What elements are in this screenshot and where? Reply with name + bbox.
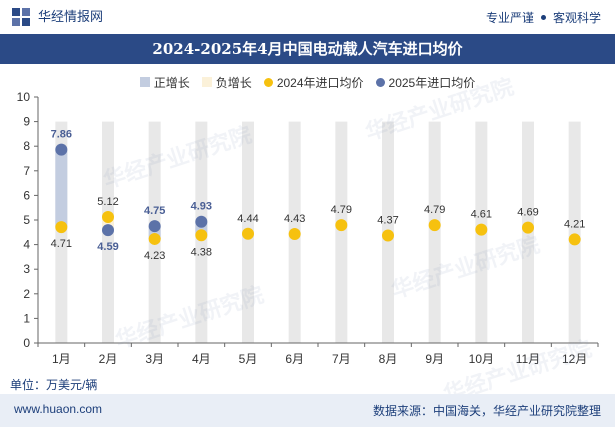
point-2025 — [102, 224, 114, 237]
x-tick-label: 11月 — [516, 352, 540, 366]
dot-icon — [540, 15, 546, 20]
y-tick-label: 5 — [23, 213, 30, 227]
data-label-2024: 4.69 — [517, 207, 538, 219]
footer: www.huaon.com 数据来源：中国海关，华经产业研究院整理 — [0, 394, 615, 427]
legend-negative-label: 负增长 — [215, 75, 252, 90]
point-2024 — [335, 219, 348, 232]
unit-label: 单位：万美元/辆 — [10, 378, 98, 392]
brand-name: 华经情报网 — [38, 9, 104, 24]
data-label-2025: 4.75 — [144, 205, 165, 217]
data-label-2024: 4.44 — [237, 213, 258, 225]
legend-2024-swatch — [263, 77, 273, 87]
point-2024 — [195, 229, 208, 242]
data-label-2024: 4.71 — [51, 238, 72, 250]
y-tick-label: 6 — [23, 188, 30, 202]
point-2024 — [382, 229, 394, 242]
growth-bar-positive — [55, 149, 68, 228]
legend-positive: 正增长 — [139, 74, 190, 91]
month-band — [335, 121, 348, 343]
data-label-2024: 4.79 — [331, 204, 352, 216]
y-tick-label: 4 — [23, 238, 30, 252]
legend-negative-swatch — [201, 77, 212, 87]
y-tick-label: 1 — [23, 311, 30, 325]
x-tick-label: 1月 — [52, 352, 71, 366]
data-label-2024: 4.43 — [284, 213, 305, 225]
y-tick-label: 3 — [23, 262, 30, 276]
legend-negative: 负增长 — [201, 74, 252, 91]
data-label-2024: 4.21 — [564, 218, 585, 230]
x-tick-label: 2月 — [99, 352, 118, 366]
point-2024 — [242, 227, 254, 240]
x-tick-label: 9月 — [425, 352, 444, 366]
point-2025 — [55, 143, 68, 156]
legend-series-2024: 2024年进口均价 — [263, 74, 364, 91]
brand-logo-icon — [12, 8, 30, 26]
legend-2025-label: 2025年进口均价 — [388, 75, 476, 90]
slogan-1: 专业严谨 — [485, 11, 534, 25]
data-label-2025: 7.86 — [51, 129, 72, 141]
point-2024 — [102, 211, 114, 224]
data-label-2024: 4.79 — [424, 204, 445, 216]
point-2025 — [195, 215, 208, 228]
x-tick-label: 3月 — [145, 352, 164, 366]
data-label-2024: 4.61 — [471, 209, 492, 221]
x-tick-label: 8月 — [379, 352, 398, 366]
legend-series-2025: 2025年进口均价 — [375, 74, 476, 91]
data-label-2024: 5.12 — [97, 196, 118, 208]
point-2025 — [148, 220, 161, 233]
legend-positive-swatch — [139, 77, 150, 87]
x-tick-label: 6月 — [285, 352, 304, 366]
point-2024 — [55, 221, 68, 234]
brand: 华经情报网 — [12, 8, 103, 26]
point-2024 — [475, 223, 488, 236]
point-2024 — [568, 233, 581, 246]
month-band — [568, 121, 581, 343]
point-2024 — [522, 221, 534, 234]
y-tick-label: 0 — [23, 336, 30, 350]
data-label-2025: 4.59 — [97, 241, 118, 253]
month-band — [428, 121, 441, 343]
data-source: 数据来源：中国海关，华经产业研究院整理 — [372, 404, 601, 418]
y-tick-label: 9 — [23, 115, 30, 129]
x-tick-label: 10月 — [469, 352, 494, 366]
point-2024 — [428, 219, 441, 232]
website-link[interactable]: www.huaon.com — [14, 402, 103, 416]
point-2024 — [148, 232, 161, 245]
data-label-2024: 4.37 — [377, 214, 398, 226]
x-tick-label: 4月 — [192, 352, 211, 366]
point-2024 — [288, 228, 301, 241]
legend-positive-label: 正增长 — [153, 75, 190, 90]
x-tick-label: 7月 — [332, 352, 351, 366]
slogan-2: 客观科学 — [552, 11, 601, 25]
data-label-2024: 4.23 — [144, 250, 165, 262]
legend: 正增长 负增长 2024年进口均价 2025年进口均价 — [0, 73, 615, 91]
chart-plot: 0 1 2 3 4 5 6 7 8 9 10 1月 2月 3月 4月 5月 6月 7月 8月 9月 10月 11月 12月 4… — [17, 92, 599, 366]
y-tick-label: 8 — [23, 139, 30, 153]
data-label-2024: 4.38 — [191, 246, 212, 258]
x-tick-label: 12月 — [562, 352, 587, 366]
slogan: 专业严谨 客观科学 — [486, 9, 601, 26]
y-tick-label: 10 — [17, 92, 31, 104]
y-tick-label: 2 — [23, 287, 30, 301]
legend-2024-label: 2024年进口均价 — [276, 75, 364, 90]
y-tick-label: 7 — [23, 164, 30, 178]
data-label-2025: 4.93 — [191, 201, 212, 213]
legend-2025-swatch — [375, 77, 385, 87]
top-bar: 华经情报网 专业严谨 客观科学 — [0, 0, 615, 34]
x-tick-label: 5月 — [239, 352, 258, 366]
chart-title: 2024-2025年4月中国电动载人汽车进口均价 — [0, 34, 615, 64]
